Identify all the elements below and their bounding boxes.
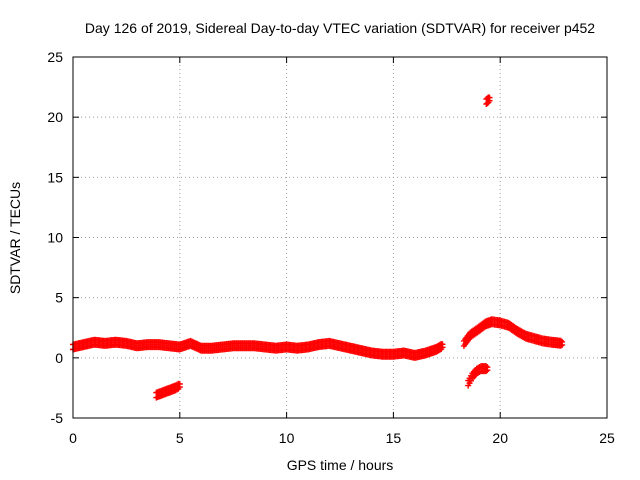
data-point xyxy=(483,368,490,375)
x-tick-label: 5 xyxy=(176,430,184,446)
series-outlier xyxy=(483,94,493,108)
data-points xyxy=(70,94,566,401)
data-point xyxy=(176,384,183,391)
axis-ticks: 0 5 10 15 20 25 -5 0 5 10 15 20 25 xyxy=(47,49,615,446)
data-point xyxy=(486,97,493,104)
y-tick-label: 15 xyxy=(47,169,63,185)
series-negative-arc-18-5-19-5-h- xyxy=(465,363,491,389)
x-tick-label: 10 xyxy=(279,430,295,446)
x-tick-label: 0 xyxy=(69,430,77,446)
y-tick-label: 20 xyxy=(47,109,63,125)
chart-title: Day 126 of 2019, Sidereal Day-to-day VTE… xyxy=(85,20,595,36)
data-point xyxy=(559,341,566,348)
data-point xyxy=(439,344,446,351)
series-main-arc xyxy=(70,336,446,361)
y-tick-label: 25 xyxy=(47,49,63,65)
series-negative-arc-4-5-h- xyxy=(153,380,183,401)
x-tick-label: 20 xyxy=(492,430,508,446)
series-evening-rise xyxy=(460,316,566,349)
y-tick-label: -5 xyxy=(51,410,64,426)
x-tick-label: 15 xyxy=(386,430,402,446)
y-tick-label: 0 xyxy=(55,350,63,366)
grid-lines xyxy=(73,57,607,418)
y-tick-label: 10 xyxy=(47,230,63,246)
x-axis-label: GPS time / hours xyxy=(287,457,394,473)
y-tick-label: 5 xyxy=(55,290,63,306)
y-axis-label: SDTVAR / TECUs xyxy=(7,182,23,294)
x-tick-label: 25 xyxy=(599,430,615,446)
data-point xyxy=(483,363,490,370)
data-point xyxy=(484,367,491,374)
